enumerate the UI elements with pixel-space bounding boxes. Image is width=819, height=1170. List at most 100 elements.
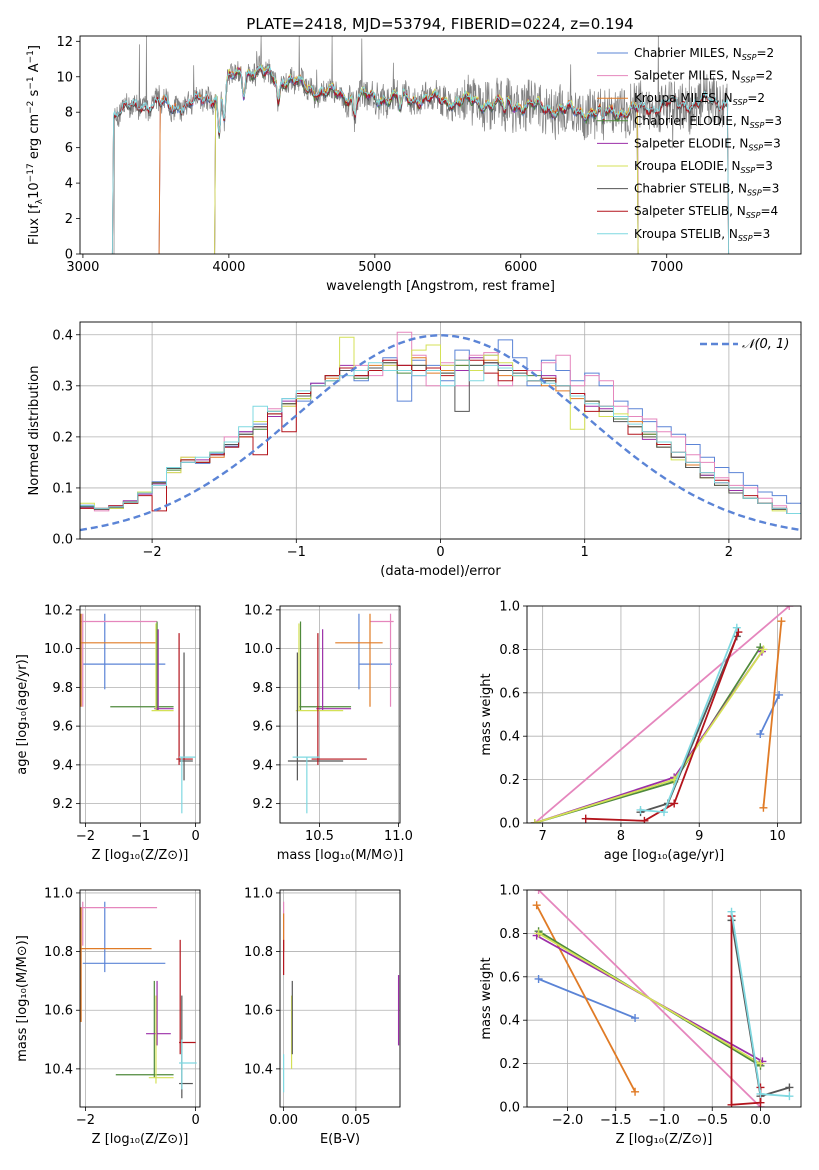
- x-tick-label: −2: [76, 829, 95, 844]
- x-tick-label: 7: [539, 829, 547, 844]
- y-tick-label: 4: [65, 177, 73, 192]
- axes-frame: [79, 605, 201, 824]
- errorbar-kroupa-elodie: [151, 623, 174, 712]
- y-tick-label: 0.4: [499, 730, 520, 745]
- residual-histogram-panel: −2 −1 0 1 2 0.0 0.1 0.2 0.3 0.4 (data-model)/error…: [27, 321, 802, 579]
- weight-series-kroupa-stelib: [727, 907, 794, 1101]
- y-tick-label: 9.4: [52, 758, 73, 773]
- spectrum-panel: 3000 4000 5000 6000 7000 0 2 4 6 8 10 12 wavelength …: [26, 35, 802, 294]
- x-tick-label: −2: [143, 545, 162, 560]
- weight-marker-salpeter-stelib: [727, 1100, 736, 1107]
- y-tick-label: 10.4: [44, 1062, 73, 1077]
- plot-area: [283, 901, 400, 1093]
- y-tick-label: 9.2: [52, 797, 73, 812]
- weight-series-kroupa-stelib: [636, 623, 741, 817]
- errorbar-chabrier-elodie: [115, 980, 174, 1078]
- x-tick-label: 3000: [66, 260, 99, 275]
- errorbar-salpeter-stelib: [311, 633, 367, 765]
- y-tick-label: 0.8: [499, 643, 520, 658]
- y-tick-label: 0.8: [499, 927, 520, 942]
- weight-marker-kroupa-stelib: [660, 808, 668, 817]
- errorbar-salpeter-stelib: [176, 633, 193, 765]
- legend-label-kroupa-elodie: Kroupa ELODIE, NSSP=3: [634, 159, 773, 175]
- x-axis-label: (data-model)/error: [380, 564, 501, 579]
- errorbar-kroupa-stelib: [179, 756, 196, 814]
- y-tick-label: 0.6: [499, 970, 520, 985]
- y-tick-label: 0.2: [499, 773, 520, 788]
- normal-reference-curve: [80, 334, 801, 532]
- y-tick-label: 10.6: [44, 1004, 73, 1019]
- errorbar-kroupa-stelib: [179, 1039, 197, 1090]
- x-tick-label: 7000: [650, 260, 683, 275]
- y-tick-label: 10: [56, 70, 73, 85]
- weight-marker-salpeter-miles: [785, 606, 794, 610]
- x-tick-label: 6000: [504, 260, 537, 275]
- plot-area: [530, 606, 794, 823]
- axes-frame: [526, 889, 802, 1108]
- weight-marker-chabrier-miles: [775, 690, 784, 699]
- x-axis-label: Z [log₁₀(Z/Z⊙)]: [92, 848, 189, 863]
- y-tick-label: 1.0: [499, 884, 520, 899]
- model-spectrum-kroupa-stelib: [111, 64, 730, 254]
- x-tick-label: 2: [725, 545, 733, 560]
- weight-marker-chabrier-stelib: [785, 1083, 794, 1092]
- errorbar-salpeter-elodie: [146, 980, 171, 1046]
- y-tick-label: 0.2: [499, 1057, 520, 1072]
- weight-marker-salpeter-stelib: [640, 816, 649, 823]
- errorbar-chabrier-miles: [358, 613, 393, 690]
- y-tick-label: 10.6: [244, 1004, 273, 1019]
- y-tick-label: 0.0: [52, 533, 73, 548]
- x-axis-label: wavelength [Angstrom, rest frame]: [326, 279, 555, 294]
- y-tick-label: 0.4: [499, 1014, 520, 1029]
- x-tick-label: 0: [436, 545, 444, 560]
- y-tick-label: 1.0: [499, 600, 520, 615]
- weight-series-kroupa-elodie: [530, 645, 768, 823]
- x-tick-label: 0.0: [750, 1113, 771, 1128]
- y-tick-label: 9.2: [252, 797, 273, 812]
- weight-marker-kroupa-elodie: [756, 1059, 765, 1068]
- plot-area: [532, 890, 794, 1107]
- axes-frame: [79, 321, 802, 540]
- y-tick-label: 10.4: [244, 1062, 273, 1077]
- plot-area: [111, 36, 730, 254]
- y-tick-label: 0.0: [499, 817, 520, 832]
- x-tick-label: 0.05: [341, 1113, 370, 1128]
- spectrum-legend: Chabrier MILES, NSSP=2 Salpeter MILES, NS…: [597, 46, 782, 243]
- errorbar-salpeter-elodie: [154, 629, 174, 711]
- x-tick-label: 8: [617, 829, 625, 844]
- y-tick-label: 0.3: [52, 379, 73, 394]
- weight-line-salpeter-miles: [534, 606, 790, 823]
- errorbar-kroupa-stelib: [292, 756, 320, 814]
- y-tick-label: 10.8: [44, 945, 73, 960]
- errorbar-chabrier-miles: [82, 901, 166, 973]
- errorbar-kroupa-miles: [80, 613, 158, 707]
- y-tick-label: 9.4: [252, 758, 273, 773]
- y-tick-label: 8: [65, 106, 73, 121]
- age-vs-metallicity-panel: −2 −1 0 9.2 9.4 9.6 9.8 10.0 10.2 Z [log₁₀(Z/Z⊙)]…: [15, 603, 201, 863]
- figure-title: PLATE=2418, MJD=53794, FIBERID=0224, z=0…: [246, 15, 633, 33]
- weight-marker-kroupa-miles: [532, 901, 541, 910]
- errorbar-salpeter-miles: [370, 613, 394, 707]
- y-tick-label: 10.0: [244, 642, 273, 657]
- y-tick-label: 10.2: [44, 603, 73, 618]
- x-tick-label: 0: [191, 1113, 199, 1128]
- weight-marker-chabrier-miles: [631, 1014, 640, 1023]
- weight-marker-salpeter-miles: [534, 890, 543, 894]
- errorbar-chabrier-stelib: [287, 652, 344, 781]
- weight-line-chabrier-miles: [759, 694, 780, 735]
- y-tick-label: 0.1: [52, 481, 73, 496]
- weight-marker-chabrier-miles: [756, 730, 765, 739]
- weight-marker-kroupa-stelib: [636, 805, 645, 814]
- weight-marker-kroupa-stelib: [727, 907, 736, 916]
- x-tick-label: 4000: [212, 260, 245, 275]
- weight-marker-kroupa-elodie: [534, 929, 543, 938]
- plot-area: [80, 901, 197, 1099]
- x-tick-label: 10: [769, 829, 786, 844]
- axes-frame: [79, 889, 201, 1108]
- grid-lines: [80, 606, 200, 823]
- legend-label-chabrier-miles: Chabrier MILES, NSSP=2: [634, 46, 774, 62]
- x-axis-label: E(B-V): [320, 1132, 360, 1147]
- axes-frame: [79, 35, 802, 255]
- weight-vs-age-panel: 7 8 9 10 0.0 0.2 0.4 0.6 0.8 1.0 age [log₁₀(age/yr…: [479, 600, 802, 863]
